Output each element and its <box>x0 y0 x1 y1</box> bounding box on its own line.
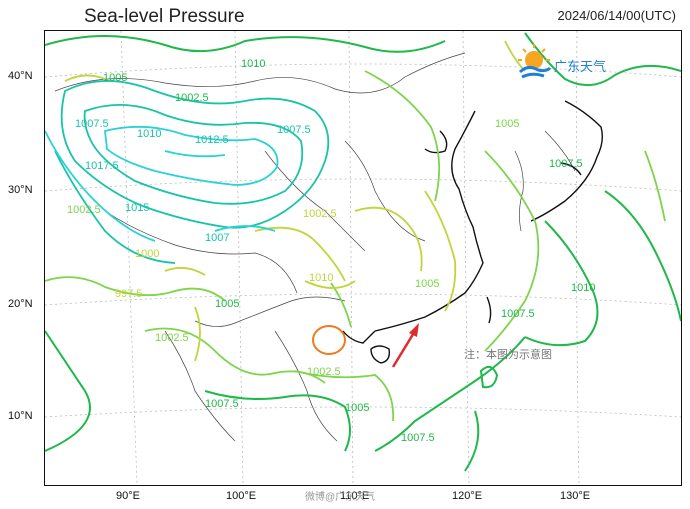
contour-label: 1000 <box>135 248 159 260</box>
contour-labels: 1005 1002.5 1007.5 1010 1012.5 1007.5 10… <box>67 58 595 444</box>
contour-label: 1002.5 <box>307 366 341 378</box>
contour-label: 1002.5 <box>155 332 189 344</box>
contour-label: 1015 <box>125 202 149 214</box>
watermark: 微博@广东天气 <box>305 492 376 503</box>
contour-label: 1010 <box>571 282 595 294</box>
map-frame: 1005 1002.5 1007.5 1010 1012.5 1007.5 10… <box>44 30 682 486</box>
contours-dark-green <box>45 32 681 472</box>
contour-label: 1010 <box>241 58 265 70</box>
contours-teal <box>54 80 330 264</box>
contour-label: 1007.5 <box>277 124 311 136</box>
logo-text: 广东天气 <box>554 59 607 74</box>
coastline <box>342 100 604 364</box>
map-note: 注：本图为示意图 <box>464 349 552 361</box>
lat-label-10n: 10°N <box>8 410 33 422</box>
lon-label-120e: 120°E <box>452 490 483 502</box>
contour-label: 1007.5 <box>401 432 435 444</box>
lat-label-40n: 40°N <box>8 70 33 82</box>
contour-label: 1005 <box>415 278 439 290</box>
contour-label: 1007 <box>205 232 229 244</box>
lon-label-130e: 130°E <box>560 490 591 502</box>
contour-label: 1002.5 <box>303 208 337 220</box>
guangdong-weather-logo: 广东天气 <box>514 38 634 86</box>
contours-yellow-green <box>64 40 526 362</box>
pressure-map: 1005 1002.5 1007.5 1010 1012.5 1007.5 10… <box>45 31 681 485</box>
contour-label: 1007.5 <box>501 308 535 320</box>
lon-label-90e: 90°E <box>116 490 140 502</box>
map-title: Sea-level Pressure <box>84 6 245 27</box>
contour-label: 1017.5 <box>85 160 119 172</box>
contours-cyan <box>45 125 279 242</box>
contour-label: 1005 <box>215 298 239 310</box>
sun-cloud-icon <box>518 44 552 79</box>
lon-label-100e: 100°E <box>226 490 257 502</box>
contour-label: 1012.5 <box>195 134 229 146</box>
contours-light-green <box>45 70 666 422</box>
contour-label: 1002.5 <box>175 92 209 104</box>
contour-label: 1007.5 <box>75 118 109 130</box>
contour-label: 1002.5 <box>67 204 101 216</box>
contour-label: 1005 <box>345 402 369 414</box>
lat-label-30n: 30°N <box>8 184 33 196</box>
lat-label-20n: 20°N <box>8 298 33 310</box>
flow-arrow-icon <box>391 323 419 368</box>
contour-label: 1005 <box>103 72 127 84</box>
lon-label-110e: 110°E <box>340 490 370 502</box>
contour-label: 997.5 <box>115 288 143 300</box>
contour-label: 1007.5 <box>205 398 239 410</box>
contour-label: 1010 <box>137 128 161 140</box>
contour-label: 1007.5 <box>549 158 583 170</box>
location-marker-circle <box>312 325 346 355</box>
map-timestamp: 2024/06/14/00(UTC) <box>557 8 676 23</box>
contour-label: 1010 <box>309 272 333 284</box>
contour-label: 1005 <box>495 118 519 130</box>
graticule <box>45 31 681 485</box>
